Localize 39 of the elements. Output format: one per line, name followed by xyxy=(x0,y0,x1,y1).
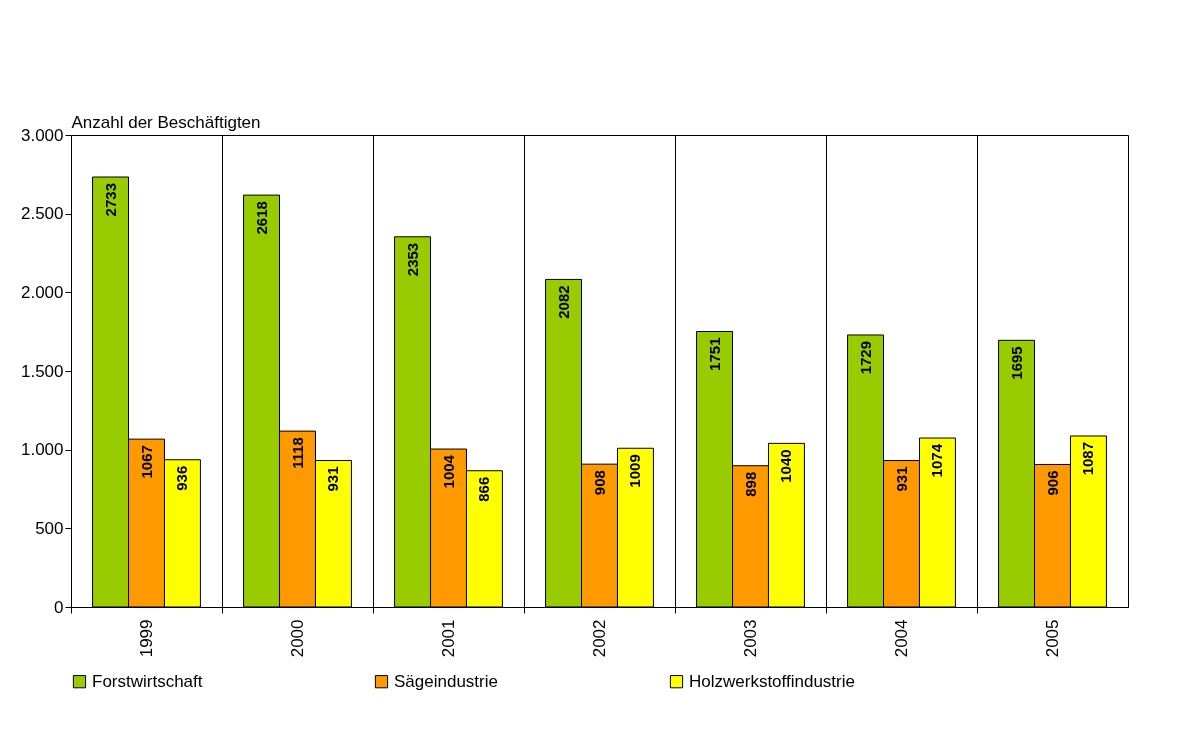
legend-label: Forstwirtschaft xyxy=(92,671,203,691)
data-label: 931 xyxy=(324,466,342,492)
x-tick-label: 2001 xyxy=(438,619,458,658)
data-label: 936 xyxy=(173,465,191,491)
y-tick-label: 500 xyxy=(35,518,64,538)
y-axis-title: Anzahl der Beschäftigten xyxy=(71,112,261,132)
data-label: 906 xyxy=(1043,470,1061,496)
data-label: 1009 xyxy=(626,454,644,488)
x-tick-label: 2003 xyxy=(740,619,760,658)
x-tick-label: 1999 xyxy=(136,619,156,658)
data-label: 1751 xyxy=(705,337,723,371)
x-tick-label: 2005 xyxy=(1042,619,1062,658)
data-label: 2082 xyxy=(554,285,572,319)
y-tick-label: 2.500 xyxy=(20,204,64,224)
y-tick-label: 1.500 xyxy=(20,361,64,381)
y-tick-label: 3.000 xyxy=(20,125,64,145)
data-label: 2618 xyxy=(252,201,270,235)
data-label: 1004 xyxy=(439,454,457,489)
data-label: 1087 xyxy=(1079,441,1097,476)
data-label: 931 xyxy=(892,466,910,492)
data-label: 1118 xyxy=(288,437,306,469)
data-label: 866 xyxy=(475,476,493,502)
y-tick-label: 1.000 xyxy=(20,440,64,460)
x-tick-label: 2004 xyxy=(891,619,911,658)
data-label: 898 xyxy=(741,471,759,497)
y-tick-label: 2.000 xyxy=(20,282,64,302)
data-label: 2353 xyxy=(403,242,421,277)
legend-label: Holzwerkstoffindustrie xyxy=(689,671,855,691)
legend-label: Sägeindustrie xyxy=(394,671,498,691)
x-tick-label: 2002 xyxy=(589,619,609,658)
data-label: 2733 xyxy=(101,183,119,217)
x-tick-label: 2000 xyxy=(287,619,307,658)
data-label: 908 xyxy=(590,470,608,496)
data-label: 1040 xyxy=(777,449,795,483)
data-label: 1695 xyxy=(1007,346,1025,380)
data-label: 1729 xyxy=(856,340,874,375)
data-label: 1074 xyxy=(928,443,946,478)
y-tick-label: 0 xyxy=(54,597,64,617)
data-label: 1067 xyxy=(137,445,155,479)
